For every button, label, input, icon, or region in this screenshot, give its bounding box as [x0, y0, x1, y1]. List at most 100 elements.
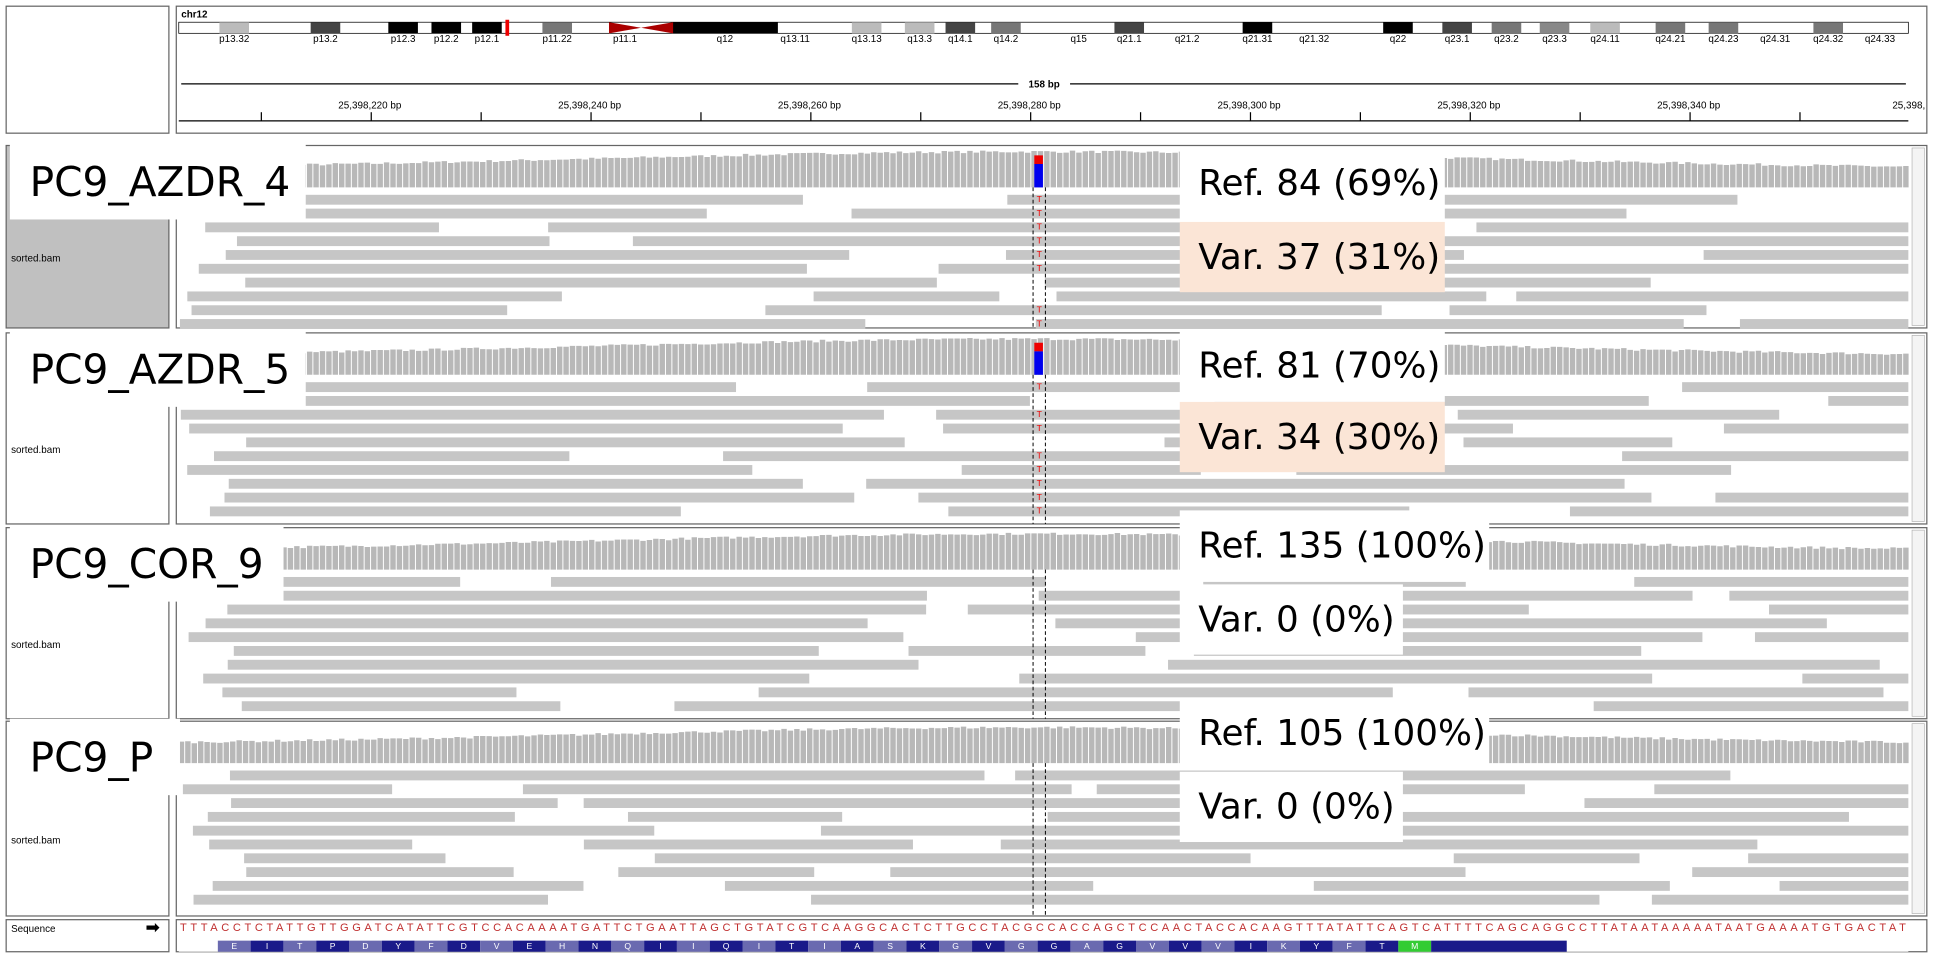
read [180, 319, 865, 329]
igv-window: chr12 158 bp Sequence ➡ p13.32p13.2p12.3… [0, 0, 1933, 953]
file-name: sorted.bam [11, 445, 60, 456]
amino-acid: Y [1313, 941, 1319, 951]
read [1622, 451, 1908, 461]
amino-acid: G [1051, 941, 1058, 951]
read [242, 701, 561, 711]
mismatch: T [1037, 194, 1043, 204]
read [1516, 291, 1908, 301]
read [866, 479, 1624, 489]
read [909, 646, 1146, 656]
read [1055, 618, 1826, 628]
read [1740, 319, 1908, 329]
band-label: q24.11 [1590, 34, 1619, 45]
read [1682, 382, 1908, 392]
band [388, 22, 418, 33]
amino-acid: G [1018, 941, 1025, 951]
ruler-tick-label: 25,398,320 bp [1437, 101, 1501, 112]
amino-acid: T [1379, 941, 1385, 951]
band-label: q23.3 [1542, 34, 1567, 45]
band-label: p12.3 [391, 34, 416, 45]
band-label: q12 [717, 34, 733, 45]
file-name: sorted.bam [11, 254, 60, 265]
amino-acid: I [266, 941, 268, 951]
band [991, 22, 1021, 33]
read [226, 250, 849, 260]
scrollbar [1912, 530, 1924, 716]
amino-acid: E [231, 941, 237, 951]
amino-acid: M [1411, 941, 1418, 951]
read [890, 867, 1465, 877]
read [193, 826, 654, 836]
read [1323, 826, 1908, 836]
band-label: q21.32 [1299, 34, 1329, 45]
read [213, 881, 584, 891]
chrom-label: chr12 [181, 9, 208, 20]
file-name: sorted.bam [11, 640, 60, 651]
read [227, 605, 926, 615]
read [224, 591, 927, 601]
amino-acid: D [362, 941, 368, 951]
coverage-alt [1034, 343, 1043, 352]
band-label: q14.1 [948, 34, 973, 45]
read [252, 209, 707, 219]
read [1724, 424, 1908, 434]
band [1709, 22, 1739, 33]
band-label: q24.32 [1813, 34, 1843, 45]
band-label: p12.1 [475, 34, 500, 45]
amino-acid: D [461, 941, 467, 951]
read [655, 853, 1251, 863]
ruler-tick-label: 25,398,220 bp [338, 101, 402, 112]
read [208, 812, 515, 822]
band [672, 22, 778, 33]
read [1036, 319, 1684, 329]
band [311, 22, 341, 33]
read [725, 881, 1093, 891]
var-count: Var. 0 (0%) [1198, 787, 1394, 828]
read [1729, 591, 1908, 601]
amino-acid: V [1182, 941, 1188, 951]
scrollbar [1912, 335, 1924, 521]
amino-acid: I [758, 941, 760, 951]
band [542, 22, 572, 33]
read [181, 410, 884, 420]
amino-acid: S [887, 941, 893, 951]
band [1540, 22, 1570, 33]
amino-acid: I [1250, 941, 1252, 951]
read [1454, 853, 1640, 863]
read [224, 493, 854, 503]
read [228, 195, 803, 205]
mismatch: T [1037, 381, 1043, 391]
read [811, 895, 1599, 905]
read [1828, 396, 1908, 406]
page: IGV view body { margin: 0; background: #… [0, 0, 1933, 953]
amino-acid: V [1150, 941, 1156, 951]
amino-acid: I [823, 941, 825, 951]
band-label: p11.22 [542, 34, 571, 45]
ruler-span: 158 bp [1029, 80, 1060, 91]
band-label: p11.1 [613, 34, 637, 45]
ref-count: Ref. 84 (69%) [1198, 163, 1440, 204]
var-count: Var. 37 (31%) [1198, 237, 1440, 278]
read [1450, 305, 1707, 315]
read [1802, 674, 1908, 684]
band [1243, 22, 1273, 33]
read [1168, 660, 1880, 670]
coverage-ref [1034, 164, 1043, 187]
coverage-alt [1034, 155, 1043, 164]
read [244, 853, 445, 863]
band-label: q24.21 [1655, 34, 1685, 45]
read [203, 674, 809, 684]
scrollbar [1912, 724, 1924, 914]
band [472, 22, 502, 33]
read [814, 291, 1000, 301]
mismatch: T [1037, 208, 1043, 218]
band [905, 22, 935, 33]
amino-acid: F [1347, 941, 1352, 951]
read [1769, 605, 1908, 615]
read [584, 840, 913, 850]
amino-acid: E [526, 941, 532, 951]
band [946, 22, 976, 33]
read [962, 465, 1201, 475]
amino-acid: A [854, 941, 860, 951]
